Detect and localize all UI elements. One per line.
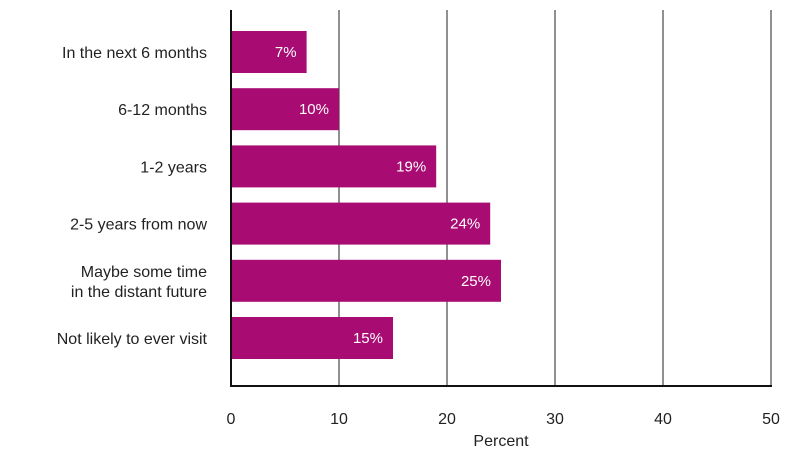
category-label: Maybe some time in the distant future bbox=[71, 264, 207, 301]
category-label: 2-5 years from now bbox=[70, 217, 207, 234]
x-tick-label: 20 bbox=[438, 411, 456, 428]
bar bbox=[231, 317, 393, 359]
bar-value-label: 10% bbox=[299, 101, 329, 118]
x-tick-label: 40 bbox=[654, 411, 672, 428]
category-label: 6-12 months bbox=[118, 102, 207, 119]
x-tick-label: 30 bbox=[546, 411, 564, 428]
bar bbox=[231, 31, 307, 73]
bar-value-label: 24% bbox=[450, 216, 480, 233]
bar-value-label: 19% bbox=[396, 158, 426, 175]
gridlines bbox=[338, 10, 772, 386]
category-label: Not likely to ever visit bbox=[57, 331, 208, 348]
bar bbox=[231, 259, 501, 302]
x-tick-label: 50 bbox=[762, 411, 780, 428]
x-tick-label: 0 bbox=[227, 411, 236, 428]
x-axis-title: Percent bbox=[473, 433, 529, 450]
bar bbox=[231, 202, 491, 245]
bar-value-label: 7% bbox=[275, 44, 297, 61]
bar bbox=[231, 88, 339, 131]
category-labels: In the next 6 months 6-12 months 1-2 years… bbox=[57, 45, 208, 348]
category-label: In the next 6 months bbox=[62, 45, 207, 62]
bar-value-label: 25% bbox=[461, 273, 491, 290]
bars: 7% 10% 19% 24% 25% 15% bbox=[231, 31, 501, 359]
category-label: 1-2 years bbox=[140, 159, 207, 176]
x-tick-label: 10 bbox=[330, 411, 348, 428]
bar-value-label: 15% bbox=[353, 330, 383, 347]
bar bbox=[231, 145, 437, 188]
x-tick-labels: 0 10 20 30 40 50 bbox=[227, 411, 780, 428]
